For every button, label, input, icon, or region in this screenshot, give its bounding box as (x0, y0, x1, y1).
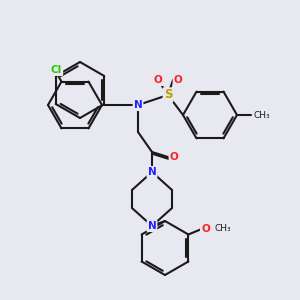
Text: Cl: Cl (51, 65, 62, 75)
Text: O: O (169, 152, 178, 162)
Text: S: S (164, 88, 172, 101)
Text: O: O (174, 75, 182, 85)
Text: CH₃: CH₃ (254, 110, 271, 119)
Text: N: N (148, 167, 156, 177)
Text: N: N (148, 221, 156, 231)
Text: N: N (134, 100, 142, 110)
Text: O: O (201, 224, 210, 233)
Text: O: O (154, 75, 162, 85)
Text: CH₃: CH₃ (214, 224, 231, 233)
